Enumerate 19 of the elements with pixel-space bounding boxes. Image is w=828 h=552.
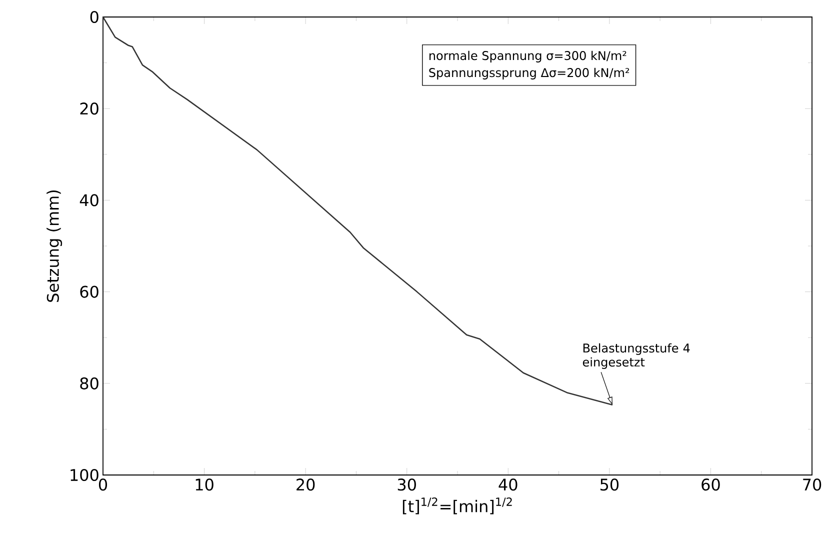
x-tick-label: 50 (600, 478, 619, 491)
y-tick-label: 100 (70, 468, 98, 482)
x-tick-label: 10 (196, 478, 214, 491)
y-tick-label: 60 (80, 286, 98, 298)
x-tick-label: 20 (296, 478, 315, 491)
x-tick-label: 30 (398, 478, 416, 491)
y-axis-title: Setzung (mm) (46, 190, 62, 302)
x-tick-label: 70 (803, 478, 822, 491)
y-tick-label: 0 (90, 10, 98, 24)
y-tick-label: 80 (80, 377, 98, 390)
annotation: Spannungssprung Δσ=200 kN/m² (429, 68, 630, 80)
x-axis-title: [t]$^{1/2}$=[min]$^{1/2}$ (402, 498, 512, 514)
x-tick-label: 60 (702, 478, 720, 491)
annotation: Belastungsstufe 4 eingesetzt (582, 343, 690, 369)
x-tick-label: 0 (98, 478, 108, 491)
y-tick-label: 40 (80, 194, 98, 206)
annotation: normale Spannung σ=300 kN/m² (429, 50, 626, 62)
x-tick-label: 40 (498, 478, 518, 491)
y-tick-label: 20 (80, 102, 98, 115)
